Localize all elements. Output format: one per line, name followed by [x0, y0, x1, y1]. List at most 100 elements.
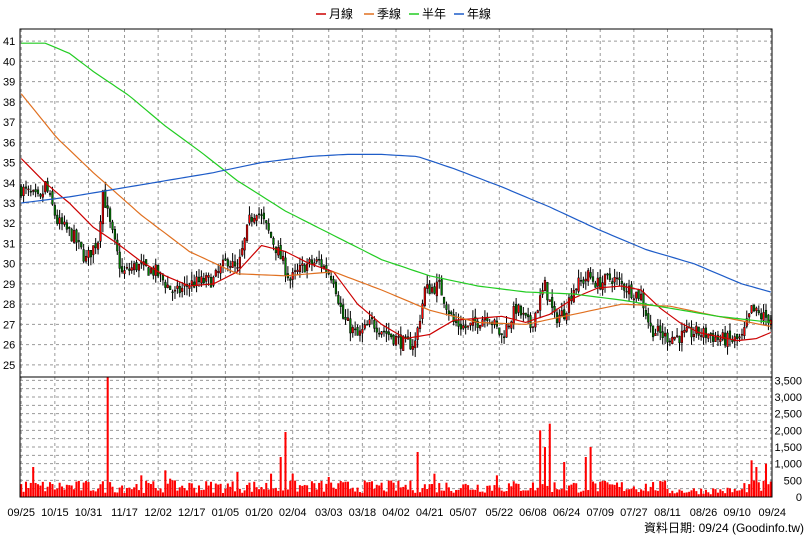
- volume-bar: [296, 491, 299, 497]
- volume-bar: [229, 486, 232, 497]
- volume-bar: [519, 490, 522, 497]
- volume-bar: [608, 484, 611, 497]
- candle-down: [757, 310, 760, 314]
- volume-bar: [128, 487, 131, 497]
- volume-bar: [298, 485, 301, 497]
- volume-bar: [676, 492, 679, 497]
- candle-up: [361, 328, 364, 334]
- volume-tick-label: 3,500: [774, 375, 802, 387]
- volume-bar: [61, 486, 64, 497]
- candle-up: [245, 224, 249, 241]
- candle-down: [34, 189, 37, 193]
- candle-down: [390, 333, 393, 338]
- volume-bar: [539, 430, 542, 497]
- volume-tick-label: 500: [784, 475, 802, 487]
- volume-bar: [366, 482, 369, 497]
- candle-down: [121, 266, 124, 273]
- candle-down: [764, 309, 768, 318]
- volume-bar: [169, 478, 172, 497]
- candle-down: [339, 302, 342, 307]
- candle-down: [65, 222, 68, 230]
- volume-bar: [375, 484, 378, 497]
- volume-bar: [318, 482, 321, 497]
- candle-up: [512, 306, 515, 324]
- volume-bar: [616, 482, 619, 497]
- price-y-axis: 25 26 27 28 29 30 31 32 33 34 35 36 37 38 39 40 41: [3, 36, 15, 372]
- candle-up: [243, 238, 246, 251]
- volume-bar: [284, 432, 287, 497]
- volume-bar: [709, 494, 712, 497]
- candle-up: [438, 280, 441, 282]
- volume-bar: [527, 490, 530, 497]
- candle-down: [409, 338, 412, 350]
- volume-bar: [541, 484, 544, 497]
- volume-bar: [757, 482, 760, 497]
- x-tick-label: 09/24: [758, 507, 786, 519]
- candle-up: [414, 340, 417, 349]
- volume-bar: [570, 484, 573, 497]
- volume-bar: [671, 490, 674, 497]
- candle-up: [219, 265, 222, 274]
- volume-bar: [659, 480, 662, 497]
- volume-bar: [474, 489, 477, 497]
- volume-bar: [267, 489, 270, 497]
- candle-up: [656, 325, 659, 332]
- volume-bar: [714, 489, 717, 497]
- candle-up: [248, 214, 251, 224]
- candle-up: [27, 188, 30, 191]
- x-tick-label: 08/11: [654, 507, 681, 519]
- volume-bar: [101, 481, 104, 497]
- volume-bar: [543, 447, 546, 497]
- volume-bar: [322, 491, 325, 497]
- volume-bar: [255, 487, 258, 497]
- candle-up: [536, 310, 539, 314]
- volume-bar: [207, 485, 210, 497]
- volume-bar: [368, 481, 371, 497]
- volume-bar: [512, 481, 515, 497]
- volume-bar: [431, 484, 434, 497]
- volume-bar: [99, 484, 102, 497]
- volume-bar: [181, 485, 184, 497]
- volume-bar: [356, 487, 359, 497]
- candle-down: [519, 305, 523, 316]
- volume-bar: [310, 481, 313, 497]
- volume-bar: [24, 481, 28, 497]
- volume-bar: [409, 480, 412, 497]
- volume-bar: [697, 494, 700, 497]
- x-tick-label: 05/07: [450, 507, 478, 519]
- candle-down: [116, 239, 119, 252]
- volume-bar: [647, 491, 650, 497]
- legend-item-halfyear-ma: 半年: [409, 7, 446, 21]
- volume-tick-label: 2,000: [774, 425, 802, 437]
- x-tick-label: 11/17: [111, 507, 138, 519]
- legend-item-year-ma: 年線: [454, 6, 491, 21]
- volume-bar: [358, 492, 361, 497]
- volume-tick-label: 1,000: [774, 459, 802, 471]
- volume-bar: [495, 475, 498, 497]
- candle-up: [397, 336, 400, 338]
- volume-bar: [159, 488, 162, 497]
- candle-down: [553, 306, 556, 313]
- halfyear-ma-line: [21, 42, 771, 323]
- volume-bar: [481, 491, 484, 497]
- volume-tick-label: 2,500: [774, 409, 802, 421]
- volume-bar: [274, 487, 277, 497]
- volume-bar: [109, 482, 112, 497]
- volume-bar: [469, 489, 472, 497]
- candle-down: [464, 325, 467, 328]
- candle-down: [611, 281, 614, 284]
- candle-down: [284, 257, 287, 276]
- candle-up: [510, 321, 513, 329]
- volume-bar: [354, 491, 357, 497]
- volume-bar: [498, 487, 501, 497]
- candle-down: [53, 205, 56, 216]
- candle-up: [190, 280, 193, 285]
- candle-down: [375, 327, 378, 333]
- candle-down: [440, 279, 443, 296]
- volume-bar: [767, 484, 770, 497]
- candle-down: [250, 217, 253, 222]
- candle-down: [690, 326, 693, 338]
- price-tick-label: 29: [3, 279, 15, 291]
- volume-bar: [601, 480, 604, 497]
- candle-up: [229, 265, 232, 268]
